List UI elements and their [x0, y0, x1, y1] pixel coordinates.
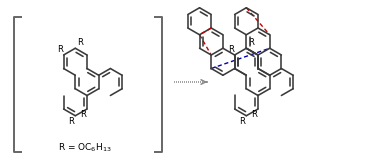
Text: R: R [57, 45, 63, 54]
Text: R: R [80, 110, 86, 119]
Text: R: R [251, 110, 257, 119]
Text: R: R [239, 117, 245, 126]
Text: R: R [228, 45, 234, 54]
Text: R: R [77, 38, 83, 47]
Text: R = OC$_6$H$_{13}$: R = OC$_6$H$_{13}$ [58, 141, 112, 154]
Text: R: R [248, 38, 254, 47]
Text: R: R [68, 117, 74, 126]
